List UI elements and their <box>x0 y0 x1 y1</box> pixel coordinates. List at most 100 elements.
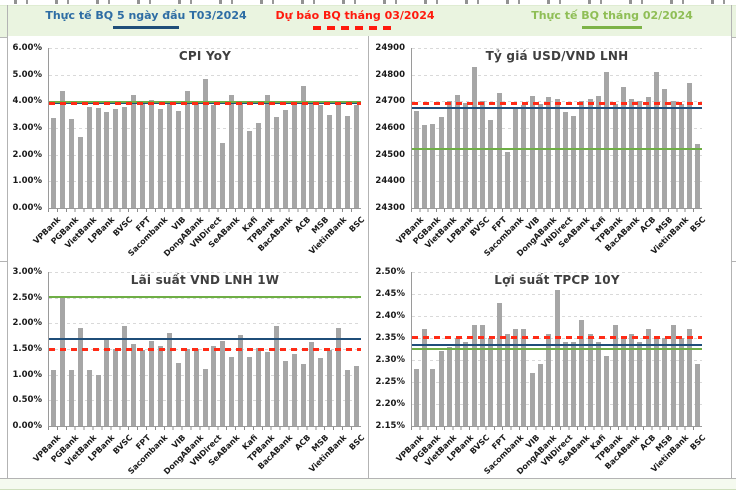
bar <box>546 333 552 426</box>
y-tick-label: 2.20% <box>375 399 406 409</box>
bar <box>587 333 593 426</box>
legend-item-actual-5d-mar: Thực tế BQ 5 ngày đầu T03/2024 <box>40 9 252 29</box>
bar <box>229 94 235 208</box>
plot-area: CPI YoY <box>48 48 361 209</box>
bar <box>336 102 342 208</box>
bar <box>86 369 92 426</box>
chart-panel-usdvnd-rate: Tỷ giá USD/VND LNH 24900 24800 24700 24600 24… <box>369 36 731 261</box>
bar <box>175 110 181 208</box>
y-tick-label: 2.00% <box>12 318 43 329</box>
bar <box>282 110 288 208</box>
legend-item-forecast-mar: Dự báo BQ tháng 03/2024 <box>255 9 455 30</box>
gridline <box>49 74 361 76</box>
bar <box>496 302 502 426</box>
bar <box>421 329 427 426</box>
ref-line-actual-feb <box>49 296 361 299</box>
bar <box>687 329 693 426</box>
bar <box>662 338 668 426</box>
bar <box>184 90 190 208</box>
bar <box>678 338 684 426</box>
bar <box>264 351 270 426</box>
legend-label-forecast-mar: Dự báo BQ tháng 03/2024 <box>275 9 435 22</box>
bar <box>336 328 342 426</box>
ref-line-actual-feb <box>412 148 702 151</box>
bar <box>50 117 56 208</box>
bar <box>488 338 494 426</box>
bar <box>220 142 226 208</box>
bar <box>113 349 119 426</box>
bar <box>291 354 297 426</box>
bar <box>537 364 543 426</box>
plot-area: Tỷ giá USD/VND LNH <box>411 48 702 209</box>
bar <box>488 120 494 208</box>
bar <box>479 101 485 208</box>
bar <box>612 104 618 208</box>
x-axis-ticks <box>411 427 701 430</box>
ref-line-forecast-mar <box>412 101 702 105</box>
ref-line-actual-5d-mar <box>412 344 702 347</box>
bar <box>59 297 65 426</box>
y-tick-label: 2.35% <box>375 333 406 343</box>
bar <box>77 136 83 208</box>
bar <box>430 368 436 426</box>
y-tick-label: 24600 <box>375 123 405 133</box>
bar <box>471 66 477 208</box>
y-tick-label: 3.00% <box>12 123 43 133</box>
panel-divider-vertical <box>368 36 369 478</box>
bar <box>645 329 651 426</box>
bar <box>629 98 635 208</box>
bar <box>140 102 146 208</box>
bar <box>193 349 199 426</box>
frame-border-bottom <box>0 478 736 479</box>
bar <box>629 333 635 426</box>
x-tick-label: ACB <box>293 433 313 453</box>
y-tick-label: 24400 <box>375 176 405 187</box>
chart-panel-cpi-yoy: CPI YoY 6.00% 5.00% 4.00% 3.00% 2.00% 1.00% 0.0… <box>8 36 368 261</box>
gridline <box>412 272 702 273</box>
bar <box>562 112 568 208</box>
bar <box>471 324 477 426</box>
bar <box>255 347 261 426</box>
bar <box>529 96 535 208</box>
y-tick-label: 2.00% <box>12 149 43 160</box>
bar <box>149 341 154 426</box>
bar <box>166 332 172 426</box>
bar <box>546 97 552 208</box>
y-tick-label: 0.50% <box>12 395 43 406</box>
bar <box>327 114 333 208</box>
bar <box>345 369 351 426</box>
legend-swatch-blue-solid-line <box>113 26 179 29</box>
bar <box>238 104 244 208</box>
bar <box>529 373 535 426</box>
y-tick-label: 2.45% <box>375 289 406 299</box>
bar <box>446 101 452 208</box>
bar <box>421 125 427 208</box>
x-tick-label: BSC <box>688 215 708 234</box>
bar <box>211 346 217 426</box>
y-tick-label: 2.50% <box>375 267 406 277</box>
bar <box>202 78 208 208</box>
y-tick-label: 24800 <box>375 69 405 80</box>
bar <box>579 320 585 426</box>
chart-panel-vnd-lnh-1w: Lãi suất VND LNH 1W 3.00% 2.50% 2.00% 1.50% 1… <box>8 261 368 478</box>
bar <box>620 86 626 208</box>
bar <box>50 369 56 426</box>
bar <box>68 369 74 426</box>
bar <box>595 96 601 208</box>
clipped-header-text <box>0 0 736 4</box>
y-tick-label: 3.00% <box>12 267 43 277</box>
bar <box>637 342 643 426</box>
bar <box>157 346 163 426</box>
bar <box>211 104 217 208</box>
bar <box>504 152 510 208</box>
bar <box>521 329 527 426</box>
plot-area: Lợi suất TPCP 10Y <box>411 272 702 427</box>
y-tick-label: 2.40% <box>375 311 406 321</box>
bar <box>327 349 333 426</box>
bar <box>247 356 253 426</box>
next-row-strip <box>0 479 736 490</box>
bar <box>504 333 510 426</box>
bar <box>604 72 610 208</box>
bar <box>554 289 560 426</box>
bar <box>273 117 279 208</box>
